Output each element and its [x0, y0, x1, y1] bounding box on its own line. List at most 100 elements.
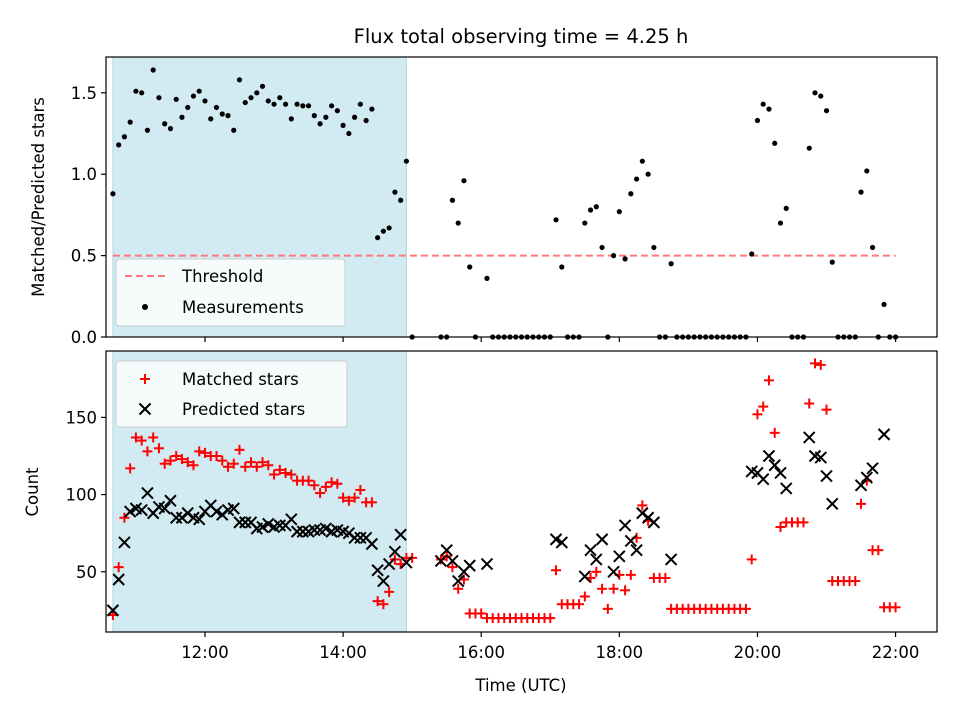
measurement-point: [628, 191, 634, 197]
cross-b: [331, 523, 344, 537]
predicted-star-point: [170, 511, 183, 524]
measurement-point: [783, 205, 789, 211]
cross-b: [123, 505, 137, 518]
cross-b: [549, 533, 563, 546]
measurement-point: [369, 106, 375, 112]
cross-b: [826, 497, 839, 511]
measurement-point: [449, 197, 456, 203]
predicted-star-point: [762, 449, 776, 463]
matched-star-point: [171, 450, 182, 461]
predicted-star-point: [451, 574, 465, 588]
matched-star-point: [309, 480, 320, 491]
matched-star-point: [660, 572, 671, 583]
legend-predicted-label: Predicted stars: [182, 400, 305, 419]
matched-star-point: [372, 596, 383, 607]
measurement-point: [455, 220, 461, 226]
predicted-star-point: [480, 557, 494, 571]
y-tick-label: 0.5: [71, 247, 97, 266]
matched-star-point: [165, 455, 176, 466]
predicted-star-point: [308, 523, 321, 537]
measurement-point: [340, 122, 346, 128]
measurement-point: [219, 111, 225, 117]
matched-star-point: [597, 583, 608, 594]
predicted-star-point: [446, 554, 459, 568]
predicted-star-point: [624, 534, 638, 548]
measurement-point: [633, 176, 640, 182]
matched-star-point: [257, 457, 268, 468]
measurement-point: [208, 116, 214, 122]
matched-star-point: [574, 599, 585, 610]
measurement-point: [288, 116, 294, 122]
measurement-point: [645, 171, 651, 177]
matched-star-point: [551, 565, 562, 576]
measurement-point: [144, 127, 151, 133]
cross-b: [129, 502, 143, 515]
predicted-star-point: [106, 604, 120, 617]
matched-star-point: [217, 455, 228, 466]
legend-measurements-label: Measurements: [182, 298, 304, 317]
measurement-point: [271, 101, 277, 107]
predicted-star-point: [239, 516, 252, 529]
cross-b: [239, 516, 252, 529]
measurement-point: [380, 228, 386, 234]
cross-b: [613, 550, 626, 563]
measurement-point: [818, 93, 824, 99]
cross-b: [227, 502, 240, 515]
predicted-star-point: [382, 557, 396, 571]
cross-b: [756, 472, 770, 486]
y-tick-label: 100: [66, 486, 98, 505]
predicted-star-point: [296, 525, 310, 538]
cross-b: [630, 543, 643, 557]
measurement-point: [553, 217, 559, 223]
matched-star-point: [223, 461, 234, 472]
cross-b: [336, 525, 350, 538]
measurement-point: [213, 104, 220, 111]
cross-b: [371, 564, 384, 577]
predicted-star-point: [227, 502, 240, 515]
measurement-point: [236, 77, 243, 83]
predicted-star-point: [647, 516, 661, 529]
cross-b: [595, 533, 609, 546]
cross-b: [244, 516, 258, 529]
measurement-point: [265, 98, 271, 104]
measurement-point: [334, 108, 340, 114]
cross-b: [780, 482, 793, 495]
matched-star-point: [211, 450, 222, 461]
y-axis-label-top: Matched/Predicted stars: [29, 97, 48, 297]
measurement-point: [133, 88, 139, 94]
matched-star-point: [752, 409, 763, 420]
cross-b: [377, 574, 390, 588]
measurement-point: [225, 113, 231, 119]
cross-b: [555, 536, 568, 549]
predicted-star-point: [768, 459, 781, 472]
matched-star-point: [809, 358, 820, 369]
measurement-point: [357, 101, 363, 107]
measurement-point: [127, 119, 133, 125]
cross-b: [808, 449, 822, 463]
measurement-points: [110, 67, 899, 340]
matched-star-point: [176, 454, 187, 465]
cross-b: [877, 428, 891, 441]
matched-star-point: [447, 562, 458, 573]
matched-star-point: [625, 569, 636, 580]
measurement-point: [461, 178, 467, 184]
legend-bottom: Matched stars Predicted stars: [115, 360, 348, 428]
measurement-point: [110, 191, 116, 197]
matched-star-point: [746, 554, 757, 565]
cross-b: [106, 604, 120, 617]
matched-star-point: [320, 481, 331, 492]
measurement-point: [484, 275, 490, 281]
matched-star-point: [453, 583, 464, 594]
cross-b: [187, 511, 200, 524]
cross-b: [866, 462, 879, 475]
predicted-star-point: [348, 531, 361, 545]
measurement-point: [622, 256, 628, 262]
legend-predicted-swatch: [138, 402, 152, 416]
matched-star-point: [315, 488, 326, 499]
matched-star-point: [435, 554, 446, 565]
measurement-point: [749, 251, 755, 257]
x-tick-label: 16:00: [457, 643, 505, 662]
legend-measurements-swatch: [142, 304, 148, 310]
matched-star-point: [591, 566, 602, 577]
